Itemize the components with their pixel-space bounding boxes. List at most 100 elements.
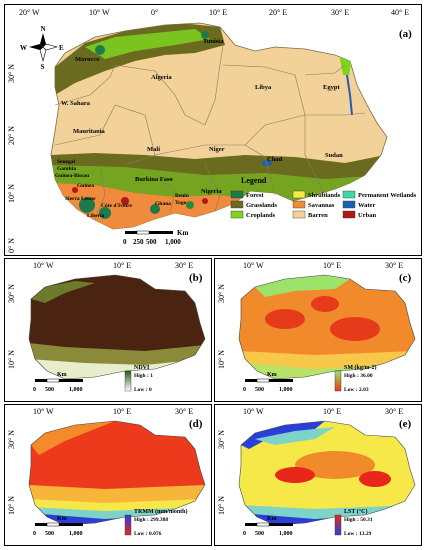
top-tick-label: 10° E	[113, 261, 131, 270]
country-label: Chad	[267, 156, 283, 163]
country-label: Nigeria	[201, 188, 222, 195]
svg-text:0: 0	[33, 531, 36, 537]
scale-bar: Km 0 500 1,000	[33, 372, 83, 393]
svg-text:High : 36.00: High : 36.00	[344, 373, 373, 379]
top-tick-label: 10° E	[209, 8, 227, 17]
legend-swatch	[230, 200, 244, 209]
scale-bar: Km 0 500 1,000	[243, 372, 293, 393]
panel-e-lst-map: 10° W 10° E 30° E 30° N 10° N (e) LST (°…	[214, 404, 422, 546]
legend-label: Permanent Wetlands	[358, 192, 417, 199]
svg-text:Low : 13.29: Low : 13.29	[344, 531, 372, 537]
svg-text:1,000: 1,000	[69, 531, 83, 537]
svg-text:S: S	[41, 63, 45, 71]
top-tick-label: 10° E	[113, 407, 131, 416]
top-tick-label: 30° E	[385, 407, 403, 416]
scale-bar: Km 0 500 1,000	[33, 516, 83, 537]
legend-swatch	[230, 190, 244, 199]
left-tick-label: 10° N	[7, 496, 16, 515]
left-tick-label: 10° N	[7, 184, 16, 203]
legend-swatch	[292, 200, 306, 209]
svg-text:TRMM (mm/month): TRMM (mm/month)	[134, 508, 188, 515]
svg-text:1,000: 1,000	[279, 531, 293, 537]
country-label: Guinea-Bissau	[55, 173, 89, 179]
country-label: Mauritania	[73, 128, 106, 135]
country-label: Benin	[175, 193, 189, 199]
top-tick-label: 10° W	[243, 407, 264, 416]
country-label: Tunisia	[203, 38, 224, 45]
country-label: Niger	[209, 146, 225, 153]
country-label: W. Sahara	[61, 100, 91, 107]
color-ramp-legend: SM (kg/m-2) High : 36.00 Low : 2.03	[334, 364, 377, 393]
left-tick-label: 10° N	[217, 496, 226, 515]
top-tick-label: 30° E	[175, 407, 193, 416]
scale-bar: Km 0 500 1,000	[243, 516, 293, 537]
legend-swatch	[292, 210, 306, 219]
legend-label: Croplands	[246, 212, 276, 219]
svg-text:0: 0	[33, 387, 36, 393]
left-tick-label: 30° N	[7, 64, 16, 83]
country-label: Sierra Leone	[65, 196, 96, 202]
country-label: Mali	[147, 146, 160, 153]
country-label: Morocco	[75, 56, 99, 63]
svg-text:High : 50.31: High : 50.31	[344, 517, 373, 523]
top-tick-label: 10° W	[89, 8, 110, 17]
top-tick-label: 20° W	[19, 8, 40, 17]
top-tick-label: 30° E	[385, 261, 403, 270]
top-tick-label: 20° E	[269, 8, 287, 17]
top-tick-label: 10° E	[323, 407, 341, 416]
legend-label: Forest	[246, 192, 264, 199]
color-ramp-legend: NDVI High : 1 Low : 0	[124, 365, 153, 393]
svg-text:500: 500	[45, 531, 54, 537]
svg-text:Low : 2.03: Low : 2.03	[344, 387, 369, 393]
svg-text:1,000: 1,000	[279, 387, 293, 393]
scale-bar: Km 0 250 500 1,000	[123, 229, 188, 246]
legend-label: Grasslands	[246, 202, 278, 209]
svg-text:0: 0	[243, 387, 246, 393]
legend-label: Barren	[308, 212, 328, 219]
legend-label: Water	[358, 202, 375, 209]
svg-text:1,000: 1,000	[69, 387, 83, 393]
country-label: Ghana	[155, 201, 171, 207]
left-tick-label: 20° N	[7, 126, 16, 145]
legend-label: Urban	[358, 212, 376, 219]
svg-text:500: 500	[255, 531, 264, 537]
svg-text:500: 500	[146, 238, 157, 246]
svg-text:1,000: 1,000	[165, 238, 181, 246]
legend-label: Shrublands	[308, 192, 341, 199]
left-tick-label: 30° N	[7, 284, 16, 303]
top-tick-label: 30° E	[175, 261, 193, 270]
svg-text:Low : 0.076: Low : 0.076	[134, 531, 162, 537]
country-label: Algeria	[151, 74, 172, 81]
left-tick-label: 30° N	[217, 430, 226, 449]
top-tick-label: 10° W	[33, 407, 54, 416]
panel-d-trmm-precip-map: 10° W 10° E 30° E 30° N 10° N (d) TRMM (…	[4, 404, 212, 546]
top-tick-label: 10° E	[323, 261, 341, 270]
top-tick-label: 40° E	[391, 8, 409, 17]
country-label: Burkina Faso	[135, 176, 173, 183]
svg-text:0: 0	[243, 531, 246, 537]
svg-text:500: 500	[255, 387, 264, 393]
svg-text:SM (kg/m-2): SM (kg/m-2)	[344, 364, 377, 371]
country-label: Gambia	[57, 166, 76, 172]
panel-label: (c)	[399, 272, 412, 284]
panel-b-ndvi-map: 10° W 10° E 30° E 30° N 10° N (b) NDVI H…	[4, 258, 212, 402]
svg-text:500: 500	[45, 387, 54, 393]
legend-swatch	[342, 210, 356, 219]
svg-text:LST (°C): LST (°C)	[344, 508, 367, 515]
land-cover-legend: Legend Forest Grasslands Croplands Shrublan…	[230, 176, 417, 219]
svg-text:High : 299.388: High : 299.388	[134, 517, 168, 523]
panel-label: (b)	[189, 272, 203, 284]
legend-swatch	[342, 190, 356, 199]
color-ramp-legend: TRMM (mm/month) High : 299.388 Low : 0.0…	[124, 508, 188, 537]
country-label: Sudan	[325, 152, 343, 159]
left-tick-label: 10° N	[7, 350, 16, 369]
svg-text:0: 0	[123, 238, 127, 246]
panel-label: (e)	[399, 418, 412, 430]
country-label: Côte d'Ivoire	[101, 203, 132, 209]
left-tick-label: 30° N	[217, 284, 226, 303]
left-tick-label: 0° N	[7, 238, 16, 253]
country-label: Senegal	[57, 159, 76, 165]
compass-rose-icon: N S E W	[20, 25, 64, 71]
legend-swatch	[292, 190, 306, 199]
svg-text:Km: Km	[267, 516, 277, 522]
